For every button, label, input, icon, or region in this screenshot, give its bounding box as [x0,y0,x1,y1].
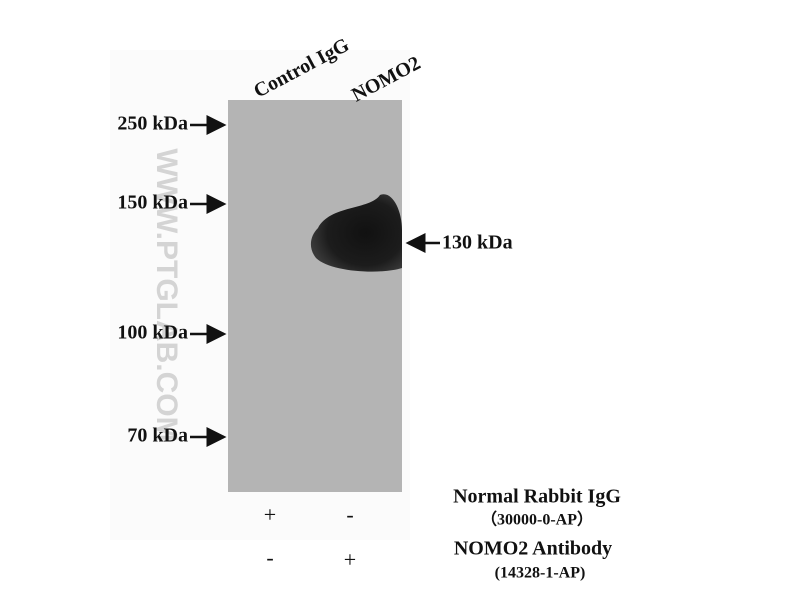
marker-label: 150 kDa [117,192,188,214]
marker-label: 70 kDa [127,425,188,447]
band-label: 130 kDa [442,232,513,254]
marker-label: 250 kDa [117,113,188,135]
row-label: Normal Rabbit IgG [453,486,621,508]
sign: - [266,545,273,570]
row-label: NOMO2 Antibody [454,538,612,560]
sign: - [346,502,353,527]
watermark: WWW.PTGLAB.COM [150,148,183,441]
sign: + [344,547,356,572]
row-catalog: (14328-1-AP) [495,565,586,582]
row-catalog: （30000-0-AP） [481,511,593,529]
sign: + [264,502,276,527]
marker-label: 100 kDa [117,322,188,344]
marker-arrows [190,115,440,447]
band [310,194,402,272]
blot [228,100,402,492]
